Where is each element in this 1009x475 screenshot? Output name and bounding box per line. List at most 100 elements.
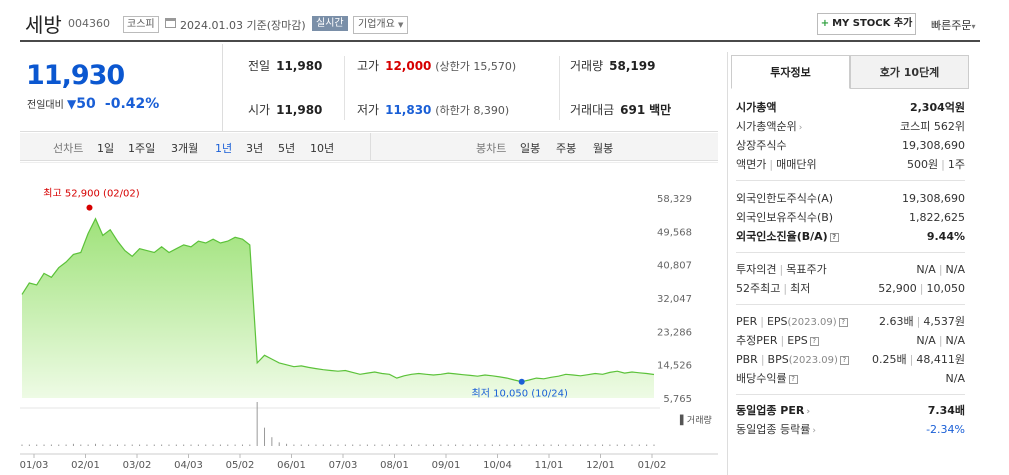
volume-bar: [109, 444, 111, 446]
volume-bar: [72, 443, 74, 446]
candle-tab-week[interactable]: 주봉: [556, 142, 577, 155]
foreign-ratio-row: 외국인소진율(B/A)? 9.44%: [736, 227, 965, 246]
foreign-ratio-label-text: 외국인소진율(B/A): [736, 230, 828, 243]
open-label: 시가: [248, 103, 271, 117]
foreign-hold-label: 외국인보유주식수(B): [736, 211, 834, 224]
sector-per-label[interactable]: 동일업종 PER ›: [736, 401, 810, 422]
volume-bar: [624, 444, 626, 446]
high-label: 고가: [357, 59, 380, 73]
par-unit-label: 액면가 | 매매단위: [736, 158, 817, 171]
x-tick-label: 10/04: [483, 460, 512, 471]
volume-bar: [580, 444, 582, 446]
est-eps-label: EPS: [787, 334, 808, 347]
foreign-limit-row: 외국인한도주식수(A) 19,308,690: [736, 189, 965, 208]
low-value: 11,830: [385, 103, 432, 117]
volume-bar: [374, 444, 376, 446]
volume-bar: [330, 444, 332, 446]
par-label: 액면가: [736, 158, 767, 171]
volume-bar: [638, 444, 640, 446]
x-tick-label: 01/03: [20, 460, 48, 471]
candle-tab-day[interactable]: 일봉: [520, 142, 541, 155]
period-tab-1d[interactable]: 1일: [97, 142, 115, 155]
cap-rank-value: 코스피 562위: [900, 120, 965, 133]
pbr-bps-label: PBR | BPS(2023.09)?: [736, 350, 849, 370]
help-icon[interactable]: ?: [809, 336, 819, 346]
target-value: N/A: [945, 263, 965, 276]
volume-bar: [425, 444, 427, 446]
prev-close-cell: 전일 11,980: [248, 44, 322, 88]
cap-rank-label[interactable]: 시가총액순위 ›: [736, 117, 802, 138]
tab-hoga[interactable]: 호가 10단계: [850, 55, 969, 89]
change-row: 전일대비 ▼50 -0.42%: [27, 96, 159, 112]
volume-bar: [43, 444, 45, 446]
w52-low-label: 최저: [790, 282, 811, 295]
volume-bar: [366, 444, 368, 446]
calendar-icon: [165, 18, 176, 28]
volume-bar: [403, 444, 405, 446]
est-per-label-text: 추정PER: [736, 334, 778, 347]
market-cap-value: 2,304억원: [909, 101, 965, 114]
volume-bar: [212, 444, 214, 446]
x-tick-label: 09/01: [432, 460, 461, 471]
volume-bar: [344, 444, 346, 446]
volume-bar: [410, 444, 412, 446]
current-price: 11,930: [26, 60, 125, 91]
volume-bar: [293, 444, 295, 446]
volume-bar: [455, 444, 457, 446]
sector-rate-label[interactable]: 동일업종 등락률 ›: [736, 420, 816, 441]
period-tab-1y[interactable]: 1년: [215, 142, 233, 155]
period-tab-3y[interactable]: 3년: [246, 142, 264, 155]
volume-bar: [308, 444, 310, 446]
add-mystock-button[interactable]: + MY STOCK 추가: [817, 13, 916, 35]
add-mystock-label: MY STOCK 추가: [832, 18, 913, 29]
volume-bar: [557, 444, 559, 446]
foreign-limit-value: 19,308,690: [902, 192, 965, 205]
volume-bar: [28, 444, 30, 446]
change-label: 전일대비: [27, 100, 64, 111]
sector-rate-value: -2.34%: [926, 423, 965, 436]
invest-info-panel: 투자정보 호가 10단계 시가총액 2,304억원 시가총액순위 › 코스피 562위…: [727, 52, 970, 475]
period-tab-10y[interactable]: 10년: [310, 142, 335, 155]
volume-bar: [528, 444, 530, 446]
candle-tab-month[interactable]: 월봉: [593, 142, 614, 155]
help-icon[interactable]: ?: [839, 355, 849, 365]
realtime-button[interactable]: 실시간: [312, 16, 348, 31]
opinion-value: N/A: [916, 263, 936, 276]
volume-bar: [462, 444, 464, 446]
sector-per-row: 동일업종 PER › 7.34배: [736, 401, 965, 420]
company-info-dropdown[interactable]: 기업개요 ▼: [353, 16, 409, 34]
pbr-period: (2023.09): [788, 355, 838, 366]
volume-value: 58,199: [609, 59, 656, 73]
volume-cell: 거래량 58,199: [570, 44, 655, 88]
price-grid: 전일 11,980 고가 12,000 (상한가 15,570) 거래량 58,199…: [224, 44, 718, 132]
est-per-value: N/A | N/A: [916, 334, 965, 347]
help-icon[interactable]: ?: [838, 317, 848, 327]
pbr-row: PBR | BPS(2023.09)? 0.25배 | 48,411원: [736, 350, 965, 369]
pbr-bps-value: 0.25배 | 48,411원: [872, 353, 965, 366]
volume-bar: [190, 444, 192, 446]
plus-icon: +: [820, 18, 830, 29]
period-tab-3m[interactable]: 3개월: [171, 142, 199, 155]
help-icon[interactable]: ?: [829, 232, 839, 242]
volume-bar: [21, 444, 23, 446]
tab-invest-info[interactable]: 투자정보: [731, 55, 850, 89]
chevron-down-icon: ▼: [398, 21, 404, 29]
volume-bar: [153, 444, 155, 446]
opinion-label: 투자의견: [736, 263, 777, 276]
volume-bar: [433, 444, 435, 446]
amount-value: 691: [620, 103, 646, 117]
per-row: PER | EPS(2023.09)? 2.63배 | 4,537원: [736, 312, 965, 331]
chart-tabs: 선차트 1일 1주일 3개월 1년 3년 5년 10년 봉차트 일봉 주봉 월봉: [20, 133, 718, 161]
shares-value: 19,308,690: [902, 139, 965, 152]
period-tab-1w[interactable]: 1주일: [128, 142, 156, 155]
y-tick-label: 14,526: [657, 361, 692, 372]
w52-value: 52,900 | 10,050: [878, 282, 965, 295]
period-tab-5y[interactable]: 5년: [278, 142, 296, 155]
dividend-row: 배당수익률? N/A: [736, 369, 965, 388]
volume-bar: [249, 444, 251, 446]
volume-bar: [50, 444, 52, 446]
chevron-right-icon: ›: [812, 426, 816, 436]
help-icon[interactable]: ?: [788, 374, 798, 384]
quick-order-dropdown[interactable]: 빠른주문▾: [931, 17, 976, 33]
market-cap-row: 시가총액 2,304억원: [736, 98, 965, 117]
